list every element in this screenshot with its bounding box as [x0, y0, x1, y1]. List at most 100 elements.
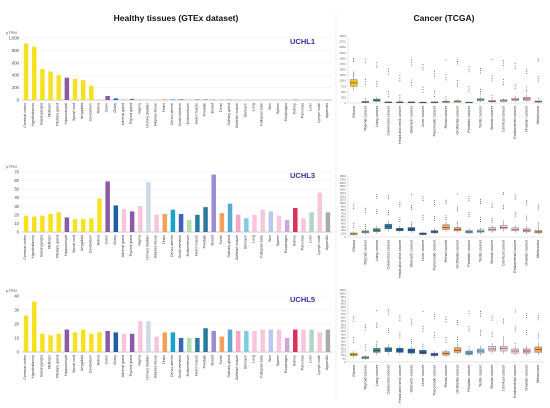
outlier-point — [537, 224, 539, 226]
outlier-point — [353, 58, 355, 60]
outlier-point — [491, 219, 493, 221]
outlier-point — [491, 94, 493, 96]
y-tick-label: 120.0 — [340, 194, 347, 198]
x-tick-label: Small intestine — [178, 235, 182, 258]
x-tick-label: Prostate cancer — [467, 105, 471, 132]
y-tick-label: 250.0 — [340, 45, 347, 49]
bar — [252, 214, 257, 232]
outlier-point — [399, 334, 401, 336]
outlier-point — [422, 66, 424, 68]
bar — [317, 192, 323, 232]
outlier-point — [387, 213, 389, 215]
outlier-point — [364, 228, 366, 229]
y-tick-label: 35.0 — [341, 336, 347, 340]
x-tick-label: Breast cancer — [490, 364, 494, 388]
x-tick-label: Melanoma — [536, 239, 540, 258]
outlier-point — [537, 61, 539, 63]
outlier-point — [480, 221, 482, 222]
outlier-point — [434, 219, 435, 221]
outlier-point — [468, 86, 470, 88]
bar — [56, 212, 61, 232]
x-tick-label: Pancreatic cancer — [432, 239, 436, 270]
outlier-point — [410, 341, 412, 342]
bar — [260, 329, 265, 352]
outlier-point — [503, 336, 505, 338]
outlier-point — [503, 204, 505, 206]
outlier-point — [445, 201, 447, 203]
outlier-point — [491, 317, 493, 319]
x-tick-label: Prostate cancer — [467, 239, 471, 266]
outlier-point — [480, 67, 482, 69]
x-tick-label: Lung — [252, 103, 256, 111]
outlier-point — [457, 208, 458, 210]
x-tick-label: Endometrial cancer — [513, 105, 517, 138]
y-tick-label: 100.0 — [340, 79, 347, 83]
x-tick-label: Urothelial cancer — [456, 239, 460, 268]
outlier-point — [491, 58, 493, 60]
outlier-point — [457, 320, 458, 322]
y-tick-label: 20.0 — [341, 228, 347, 232]
x-tick-label: Skeletal muscle — [235, 103, 239, 128]
outlier-point — [457, 324, 458, 326]
box — [442, 351, 450, 356]
bar — [203, 207, 208, 232]
outlier-point — [353, 205, 355, 207]
outlier-point — [387, 332, 389, 334]
box — [384, 223, 392, 230]
x-tick-label: Amygdala — [80, 235, 84, 251]
outlier-point — [353, 61, 355, 63]
outlier-point — [491, 331, 493, 333]
outlier-point — [364, 98, 366, 100]
x-tick-label: Ovarian cancer — [525, 105, 529, 131]
outlier-point — [364, 207, 366, 209]
outlier-point — [480, 201, 482, 203]
x-tick-label: Stomach cancer — [409, 239, 413, 267]
x-tick-label: Melanoma — [536, 364, 540, 383]
x-tick-label: Spinal cord — [72, 355, 76, 373]
x-tick-label: Fallopian tube — [260, 235, 264, 258]
outlier-point — [457, 82, 458, 84]
bar — [97, 198, 102, 232]
y-tick-label: 10.0 — [341, 232, 347, 236]
outlier-point — [537, 222, 539, 224]
outlier-point — [537, 80, 539, 82]
outlier-point — [422, 200, 424, 201]
outlier-point — [399, 95, 401, 97]
x-tick-label: Hypothalamus — [31, 235, 35, 258]
outlier-point — [445, 76, 447, 78]
bar-chart-uchl1: pTPM 0 200 400 600 800 1,000 UCHL1 Cerebral cort… — [6, 30, 332, 128]
outlier-point — [526, 86, 528, 88]
x-tick-label: Breast — [211, 355, 215, 365]
y-tick-label: 75.0 — [341, 309, 347, 313]
y-tick-label: 20 — [14, 322, 19, 327]
y-tick-label: 30.0 — [341, 225, 347, 229]
outlier-point — [503, 340, 505, 342]
x-tick-label: Esophagus — [284, 103, 288, 121]
bar — [284, 338, 290, 352]
outlier-point — [526, 219, 528, 221]
outlier-point — [410, 206, 412, 208]
y-tick-label: 275.0 — [340, 40, 347, 44]
gene-label: UCHL1 — [290, 37, 315, 46]
outlier-point — [445, 74, 447, 76]
bar — [121, 98, 127, 100]
bar — [56, 333, 61, 352]
outlier-point — [399, 202, 401, 204]
outlier-point — [514, 83, 516, 85]
y-tick-label: 300.0 — [340, 34, 347, 38]
box — [488, 346, 496, 352]
outlier-point — [537, 78, 539, 80]
outlier-point — [537, 97, 539, 99]
y-tick-label: 50 — [14, 187, 19, 192]
outlier-point — [422, 346, 424, 347]
y-tick-label: 80.0 — [341, 305, 347, 309]
outlier-point — [434, 70, 435, 72]
bar — [219, 213, 225, 232]
y-tick-label: 160.0 — [340, 181, 347, 185]
cancer-header: Cancer (TCGA) — [414, 13, 475, 23]
outlier-point — [526, 200, 528, 202]
x-tick-label: Adipose tissue — [154, 235, 158, 258]
x-tick-label: Testis — [162, 103, 166, 112]
outlier-point — [410, 193, 412, 195]
